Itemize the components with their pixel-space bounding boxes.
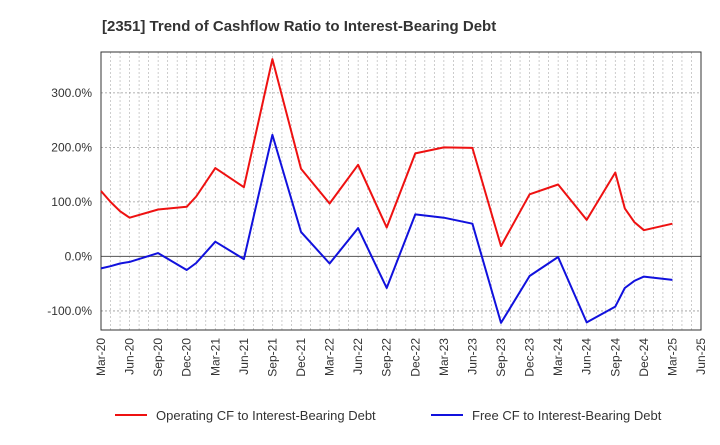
x-tick-label: Dec-23: [523, 338, 537, 377]
x-tick-label: Jun-20: [123, 338, 137, 375]
x-tick-label: Mar-23: [437, 338, 451, 376]
x-tick-label: Mar-20: [94, 338, 108, 376]
x-tick-label: Mar-24: [551, 338, 565, 376]
y-tick-label: 200.0%: [51, 140, 92, 154]
x-tick-label: Jun-24: [580, 338, 594, 375]
x-tick-label: Sep-20: [151, 338, 165, 377]
legend-item: Operating CF to Interest-Bearing Debt: [115, 408, 376, 423]
x-tick-label: Mar-25: [665, 338, 679, 376]
x-tick-label: Dec-24: [637, 338, 651, 377]
chart-legend: Operating CF to Interest-Bearing Debt Fre…: [115, 408, 662, 423]
x-tick-label: Dec-22: [408, 338, 422, 377]
x-tick-label: Dec-20: [180, 338, 194, 377]
y-tick-label: 300.0%: [51, 86, 92, 100]
y-tick-label: 0.0%: [65, 249, 93, 263]
x-tick-label: Jun-22: [351, 338, 365, 375]
x-tick-label: Sep-24: [608, 338, 622, 377]
x-tick-label: Mar-22: [323, 338, 337, 376]
axis-layer: -100.0% 0.0% 100.0% 200.0% 300.0% Mar-20 Jun-2…: [47, 51, 708, 377]
legend-label: Free CF to Interest-Bearing Debt: [472, 408, 662, 423]
x-tick-label: Sep-23: [494, 338, 508, 377]
x-tick-label: Sep-22: [380, 338, 394, 377]
legend-item: Free CF to Interest-Bearing Debt: [431, 408, 662, 423]
x-tick-label: Sep-21: [265, 338, 279, 377]
x-tick-label: Dec-21: [294, 338, 308, 377]
chart-title: [2351] Trend of Cashflow Ratio to Intere…: [102, 18, 496, 35]
x-tick-label: Jun-23: [465, 338, 479, 375]
legend-label: Operating CF to Interest-Bearing Debt: [156, 408, 376, 423]
x-tick-label: Jun-21: [237, 338, 251, 375]
x-tick-label: Jun-25: [694, 338, 708, 375]
x-tick-label: Mar-21: [208, 338, 222, 376]
operating-cf-series-line: [100, 58, 673, 248]
y-tick-label: -100.0%: [47, 304, 92, 318]
series-layer: [100, 58, 673, 324]
free-cf-series-line: [100, 133, 673, 324]
y-tick-label: 100.0%: [51, 195, 92, 209]
